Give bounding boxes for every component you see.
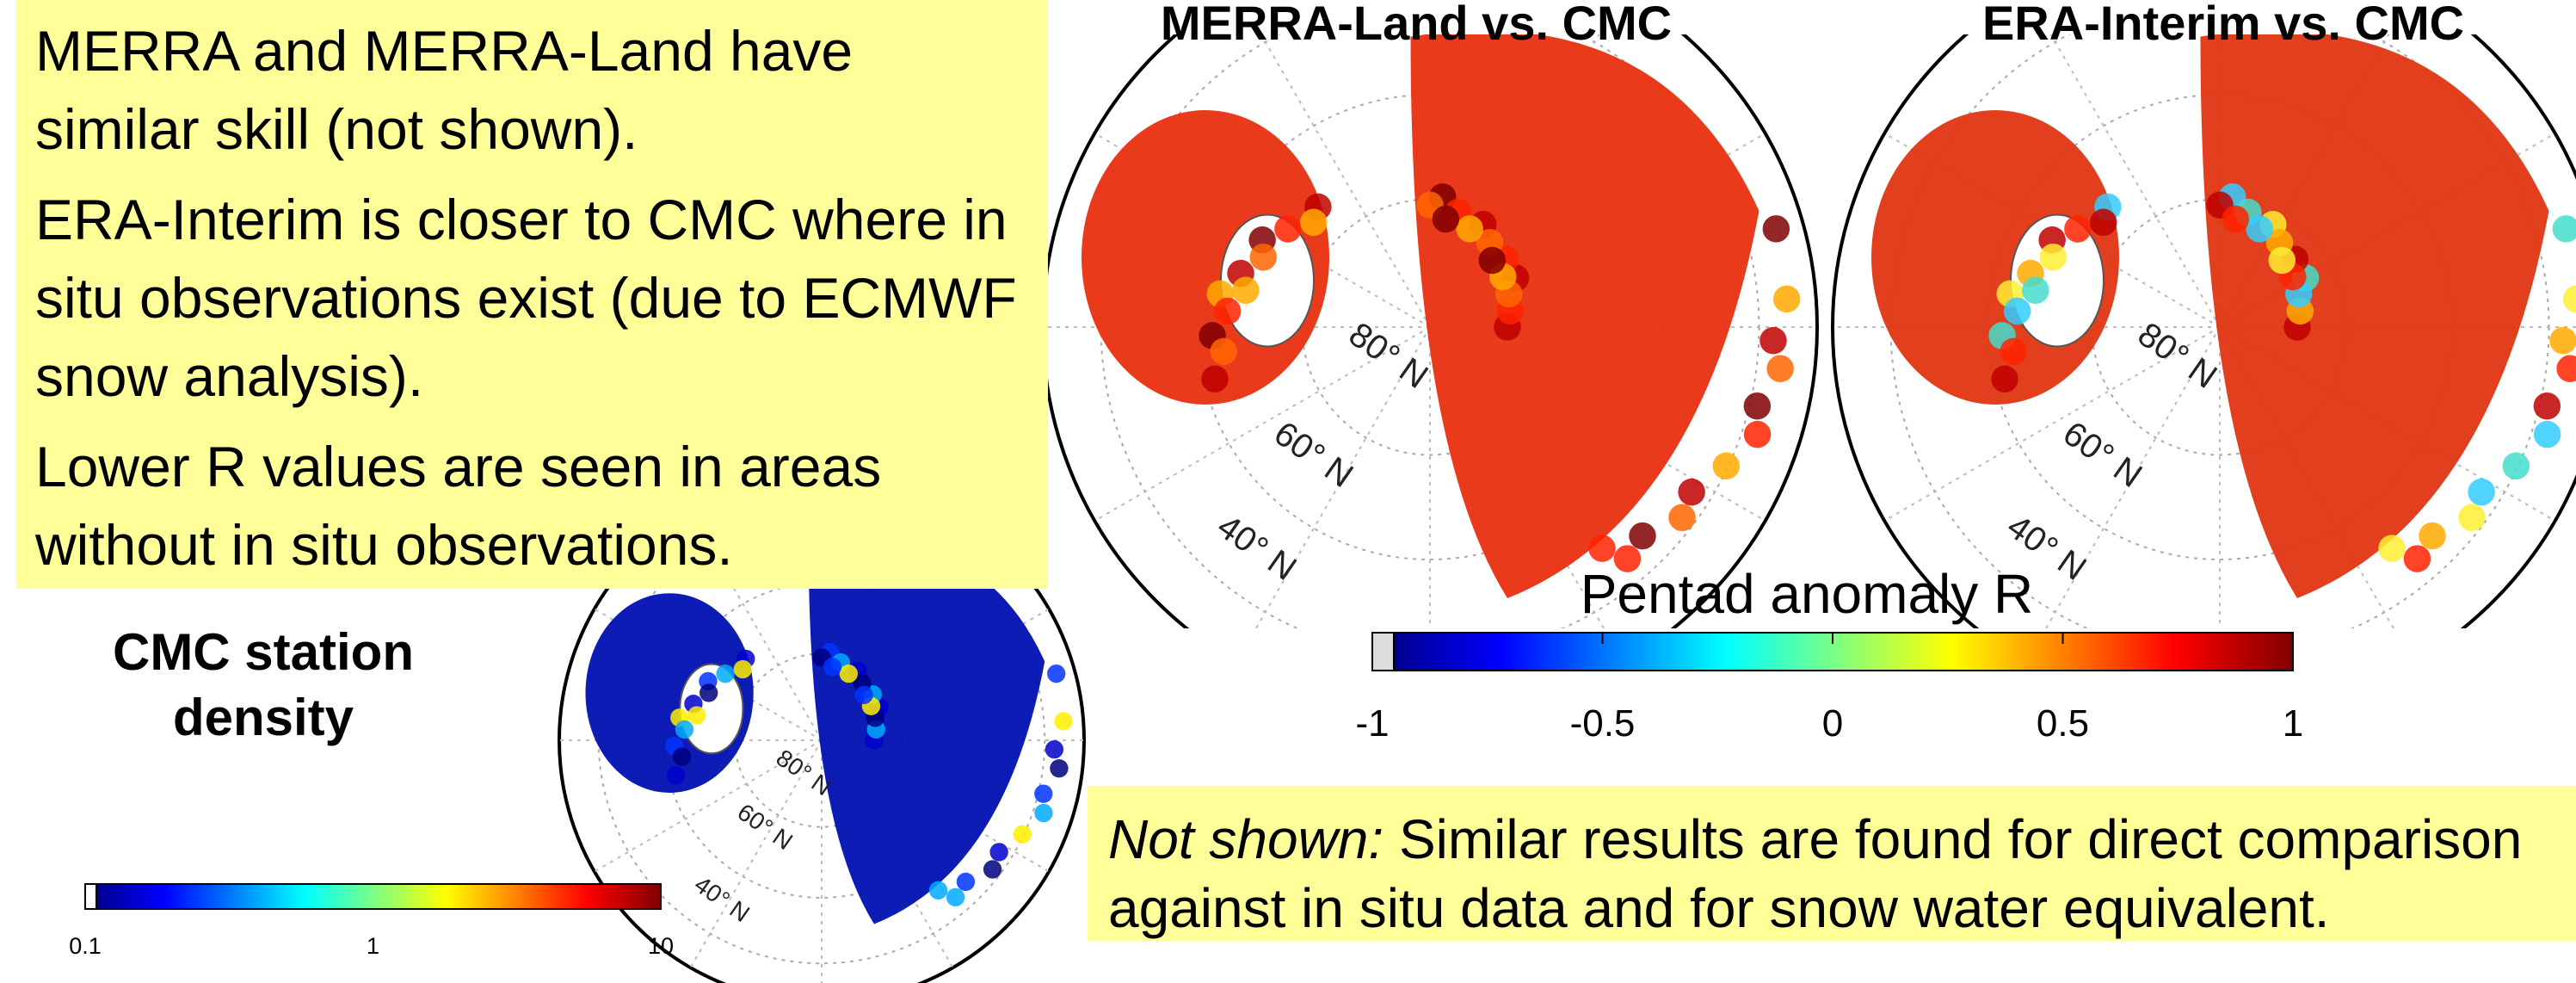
speckle xyxy=(1456,215,1483,243)
speckle xyxy=(2269,247,2296,275)
map-title: MERRA-Land vs. CMC xyxy=(1161,0,1672,51)
speckle xyxy=(667,766,685,784)
summary-box: MERRA and MERRA-Land have similar skill … xyxy=(16,0,1048,589)
speckle xyxy=(1034,804,1052,822)
speckle xyxy=(929,881,947,900)
slide: 80° N60° N40° N80° N60° N40° N80° N60° N… xyxy=(0,0,2576,983)
speckle xyxy=(946,888,964,906)
speckle xyxy=(1214,298,1242,325)
speckle xyxy=(716,665,734,683)
speckle xyxy=(1629,522,1656,550)
station-tick-label: 0.1 xyxy=(69,933,102,959)
speckle xyxy=(1433,206,1460,233)
speckle xyxy=(2064,215,2092,243)
speckle xyxy=(989,843,1008,861)
speckle xyxy=(1034,784,1052,802)
speckle xyxy=(2534,393,2561,420)
speckle xyxy=(2404,545,2431,572)
speckle xyxy=(2458,504,2486,532)
map-title: ERA-Interim vs. CMC xyxy=(1982,0,2464,51)
colorbar-tick-label: 0 xyxy=(1822,702,1843,745)
speckle xyxy=(2246,215,2273,243)
colorbar-tick-label: 0.5 xyxy=(2037,702,2089,745)
station-tick-label: 10 xyxy=(648,933,674,959)
speckle xyxy=(2222,206,2250,233)
speckle xyxy=(1210,338,1237,366)
speckle xyxy=(1991,366,2018,393)
speckle xyxy=(957,873,975,891)
speckle xyxy=(2090,209,2117,237)
station-tick-label: 1 xyxy=(367,933,379,959)
speckle xyxy=(2549,327,2576,355)
summary-text: MERRA and MERRA-Land have similar skill … xyxy=(35,12,1031,169)
speckle xyxy=(2022,277,2049,305)
station-title: CMC station density xyxy=(91,620,435,751)
speckle xyxy=(2534,421,2561,448)
speckle xyxy=(1479,247,1507,275)
note-box: Not shown: Similar results are found for… xyxy=(1088,786,2576,941)
speckle xyxy=(1713,453,1741,480)
speckle xyxy=(699,683,718,702)
speckle xyxy=(1045,740,1063,758)
speckle xyxy=(1744,393,1772,420)
station-colorbar xyxy=(96,884,661,909)
summary-text: ERA-Interim is closer to CMC where in si… xyxy=(35,181,1031,416)
speckle xyxy=(1763,215,1790,243)
note-lead: Not shown: xyxy=(1108,808,1384,870)
summary-text: Lower R values are seen in areas without… xyxy=(35,428,1031,584)
speckle xyxy=(1588,535,1616,562)
speckle xyxy=(1678,479,1705,506)
speckle xyxy=(673,748,691,766)
colorbar xyxy=(1394,633,2293,671)
speckle xyxy=(1050,759,1068,777)
speckle xyxy=(1766,355,1794,382)
speckle xyxy=(1014,825,1032,844)
speckle xyxy=(2040,244,2068,271)
speckle xyxy=(1274,215,1302,243)
speckle xyxy=(2503,453,2530,480)
speckle xyxy=(675,720,693,739)
speckle xyxy=(840,665,858,683)
speckle xyxy=(1047,665,1065,683)
colorbar-nodata xyxy=(1372,633,1394,671)
speckle xyxy=(1232,277,1260,305)
speckle xyxy=(1744,421,1772,448)
colorbar-tick-label: 1 xyxy=(2283,702,2303,745)
speckle xyxy=(854,686,872,704)
speckle xyxy=(687,706,706,724)
speckle xyxy=(823,658,841,676)
speckle xyxy=(1773,286,1801,313)
speckle xyxy=(1250,244,1278,271)
speckle xyxy=(983,860,1001,878)
colorbar-label: Pentad anomaly R xyxy=(1581,563,2034,625)
speckle xyxy=(1054,712,1072,730)
speckle xyxy=(1759,327,1787,355)
speckle xyxy=(2378,535,2406,562)
station-colorbar-nodata xyxy=(85,884,96,909)
colorbar-tick-label: -0.5 xyxy=(1570,702,1636,745)
speckle xyxy=(1668,504,1696,532)
speckle xyxy=(2419,522,2446,550)
speckle xyxy=(2004,298,2031,325)
speckle xyxy=(1300,209,1328,237)
speckle xyxy=(1201,366,1229,393)
speckle xyxy=(2468,479,2495,506)
speckle xyxy=(2000,338,2027,366)
colorbar-tick-label: -1 xyxy=(1355,702,1389,745)
speckle xyxy=(734,660,752,678)
